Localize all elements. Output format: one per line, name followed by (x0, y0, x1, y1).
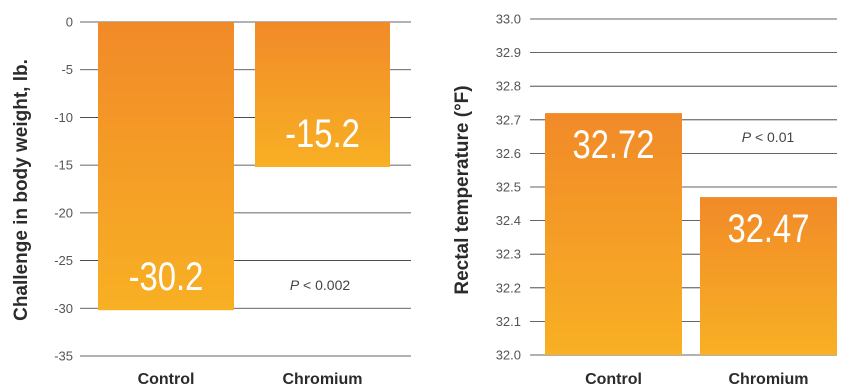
y-tick-label: -15 (54, 158, 73, 173)
y-tick-label: -20 (54, 205, 73, 220)
x-category-label: Chromium (729, 371, 809, 388)
y-axis-label: Challenge in body weight, lb. (11, 59, 32, 321)
x-category-label: Control (585, 371, 642, 388)
y-tick-label: 32.9 (496, 45, 521, 60)
y-tick-label: -30 (54, 301, 73, 316)
y-tick-label: 32.7 (496, 112, 521, 127)
y-tick-label: 33.0 (496, 12, 521, 27)
y-tick-label: 32.0 (496, 348, 521, 363)
y-tick-label: 32.8 (496, 79, 521, 94)
bar-value-label: 32.47 (727, 206, 809, 251)
bar-chromium (700, 197, 837, 355)
y-tick-label: -35 (54, 349, 73, 364)
y-tick-label: -10 (54, 110, 73, 125)
bar-control (545, 113, 682, 355)
bar-control (98, 22, 234, 311)
weight-change-chart: 0 -5 -10 -15 -20 -25 -30 -35 Challenge in body w… (11, 15, 411, 388)
y-tick-label: 32.2 (496, 280, 521, 295)
y-tick-label: 32.5 (496, 180, 521, 195)
y-tick-label: 32.4 (496, 213, 521, 228)
y-tick-label: -5 (61, 62, 73, 77)
bar-chromium (255, 22, 390, 168)
p-value-annotation: P < 0.01 (742, 129, 795, 145)
y-tick-label: 32.6 (496, 146, 521, 161)
y-tick-label: 0 (66, 15, 73, 30)
y-tick-label: -25 (54, 253, 73, 268)
bar-value-label: 32.72 (572, 122, 654, 167)
y-axis-label: Rectal temperature (°F) (452, 85, 473, 294)
x-category-label: Control (138, 371, 195, 388)
y-tick-label: 32.1 (496, 314, 521, 329)
rectal-temperature-chart: 33.0 32.9 32.8 32.7 32.6 32.5 32.4 32.3 32.2 32.1… (452, 12, 837, 388)
bar-value-label: -30.2 (129, 254, 204, 299)
y-tick-label: 32.3 (496, 247, 521, 262)
x-category-label: Chromium (283, 371, 363, 388)
p-value-annotation: P < 0.002 (290, 277, 351, 293)
bar-value-label: -15.2 (285, 111, 360, 156)
